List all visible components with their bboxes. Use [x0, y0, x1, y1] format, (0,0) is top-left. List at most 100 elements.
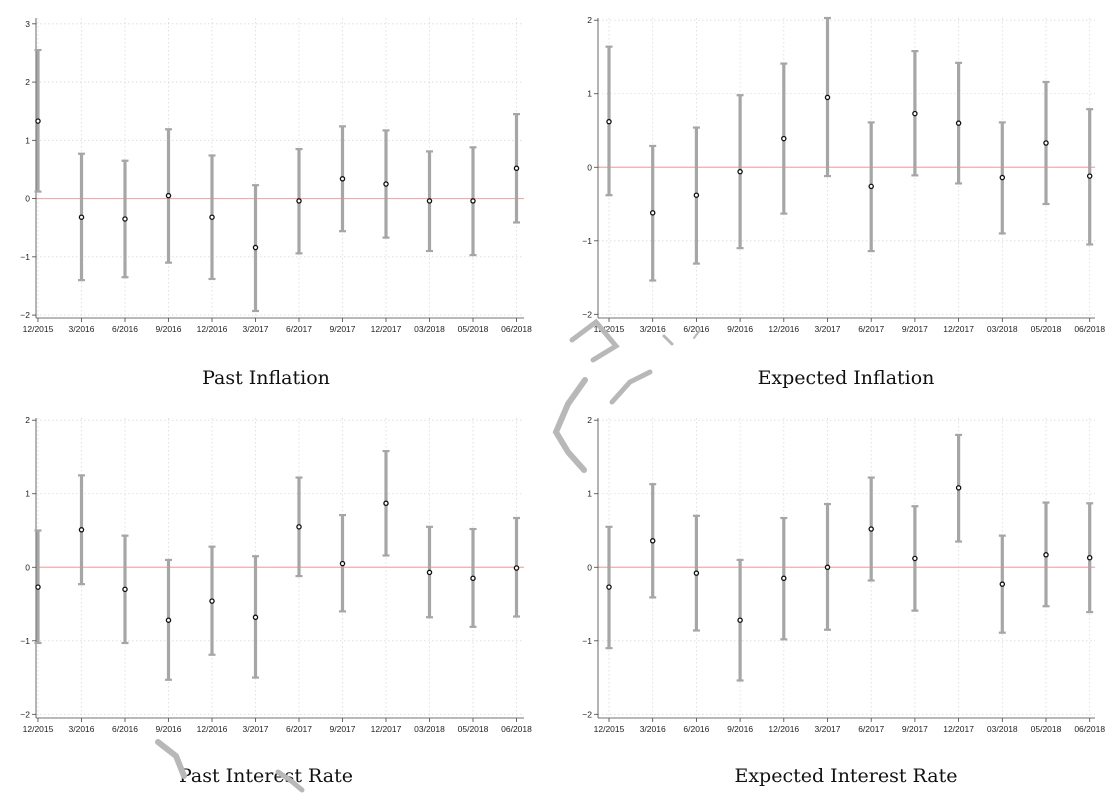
y-tick-label: 2 [25, 415, 30, 425]
x-tick-label: 05/2018 [458, 724, 489, 734]
x-tick-label: 6/2016 [112, 724, 138, 734]
watermark-stroke [552, 377, 588, 473]
point-estimate [209, 214, 215, 220]
point-estimate [1086, 173, 1093, 179]
point-estimate [693, 570, 700, 576]
point-estimate [252, 244, 259, 251]
point-estimate [339, 176, 346, 182]
point-estimate [912, 110, 918, 117]
point-estimate [513, 165, 520, 172]
x-tick-label: 06/2018 [501, 724, 532, 734]
point-estimate [122, 586, 128, 593]
x-tick-label: 12/2016 [768, 724, 799, 734]
x-tick-label: 12/2015 [594, 724, 625, 734]
y-tick-label: 0 [587, 562, 592, 572]
x-tick-label: 6/2017 [286, 324, 312, 334]
x-tick-label: 06/2018 [1074, 724, 1105, 734]
x-tick-label: 6/2016 [683, 724, 709, 734]
x-tick-label: 12/2016 [768, 324, 799, 334]
y-tick-label: 0 [587, 162, 592, 172]
x-tick-label: 03/2018 [987, 324, 1018, 334]
x-tick-label: 06/2018 [501, 324, 532, 334]
point-estimate [296, 198, 302, 204]
x-tick-label: 6/2017 [858, 324, 884, 334]
x-tick-label: 12/2017 [371, 724, 402, 734]
x-tick-label: 9/2016 [156, 324, 182, 334]
x-tick-label: 9/2017 [330, 724, 356, 734]
x-tick-label: 12/2017 [943, 724, 974, 734]
x-tick-label: 3/2016 [640, 324, 666, 334]
panel-title: Past Interest Rate [179, 765, 353, 787]
y-tick-label: −1 [20, 636, 30, 646]
point-estimate [737, 168, 743, 175]
point-estimate [165, 617, 172, 623]
chart-panel-3: −2 −1 0 1 2 12/2015 3/2016 6/2016 9/2016 12/2016 3… [20, 415, 532, 787]
point-estimate [955, 120, 962, 126]
point-estimate [78, 214, 85, 220]
x-tick-label: 05/2018 [1031, 724, 1062, 734]
point-estimate [513, 565, 520, 571]
y-tick-label: 2 [587, 415, 592, 425]
point-estimate [649, 538, 656, 544]
y-tick-label: 0 [25, 194, 30, 204]
point-estimate [1086, 554, 1093, 561]
point-estimate [1043, 140, 1049, 146]
x-tick-label: 3/2017 [243, 724, 269, 734]
y-tick-label: −2 [20, 709, 30, 719]
point-estimate [737, 617, 743, 623]
point-estimate [78, 527, 85, 533]
point-estimate [426, 198, 433, 204]
point-estimate [383, 500, 389, 507]
panel-title: Expected Inflation [758, 367, 935, 389]
x-tick-label: 9/2016 [156, 724, 182, 734]
point-estimate [649, 210, 656, 216]
y-tick-label: −2 [20, 310, 30, 320]
point-estimate [868, 183, 874, 190]
x-tick-label: 3/2016 [640, 724, 666, 734]
x-tick-label: 3/2016 [69, 324, 95, 334]
watermark-stroke [609, 369, 653, 405]
point-estimate [296, 524, 302, 530]
watermark-stroke [275, 769, 305, 793]
x-tick-label: 06/2018 [1074, 324, 1105, 334]
point-estimate [912, 555, 918, 562]
point-estimate [122, 216, 128, 222]
point-estimate [781, 575, 787, 582]
point-estimate [165, 192, 172, 199]
x-tick-label: 12/2015 [594, 324, 625, 334]
x-tick-label: 03/2018 [414, 324, 445, 334]
point-estimate [383, 181, 389, 187]
point-estimate [339, 560, 346, 567]
point-estimate [781, 135, 787, 142]
x-tick-label: 6/2017 [858, 724, 884, 734]
point-estimate [470, 575, 476, 582]
point-estimate [868, 526, 874, 532]
x-tick-label: 12/2015 [23, 724, 54, 734]
x-tick-label: 9/2016 [727, 324, 753, 334]
point-estimate [955, 485, 962, 491]
y-tick-label: 1 [25, 135, 30, 145]
y-tick-label: 2 [25, 77, 30, 87]
chart-panel-2: −2 −1 0 1 2 12/2015 3/2016 6/2016 9/2016 12/2016 3… [582, 15, 1105, 389]
x-tick-label: 6/2016 [112, 324, 138, 334]
y-tick-label: −2 [582, 709, 592, 719]
x-tick-label: 6/2017 [286, 724, 312, 734]
watermark-stroke [693, 329, 701, 339]
point-estimate [999, 174, 1006, 181]
watermark-strokes [155, 318, 701, 793]
point-estimate [606, 118, 612, 125]
point-estimate [824, 94, 831, 101]
x-tick-label: 3/2017 [815, 324, 841, 334]
x-tick-label: 6/2016 [683, 324, 709, 334]
panel-title: Past Inflation [202, 367, 330, 389]
point-estimate [824, 564, 831, 571]
chart-panel-4: −2 −1 0 1 2 12/2015 3/2016 6/2016 9/2016 12/2016 3… [582, 415, 1105, 787]
point-estimate [606, 584, 612, 590]
point-estimate [470, 198, 476, 204]
x-tick-label: 12/2017 [371, 324, 402, 334]
x-tick-label: 05/2018 [1031, 324, 1062, 334]
y-tick-label: −1 [20, 252, 30, 262]
y-tick-label: 1 [587, 89, 592, 99]
y-tick-label: 2 [587, 15, 592, 25]
